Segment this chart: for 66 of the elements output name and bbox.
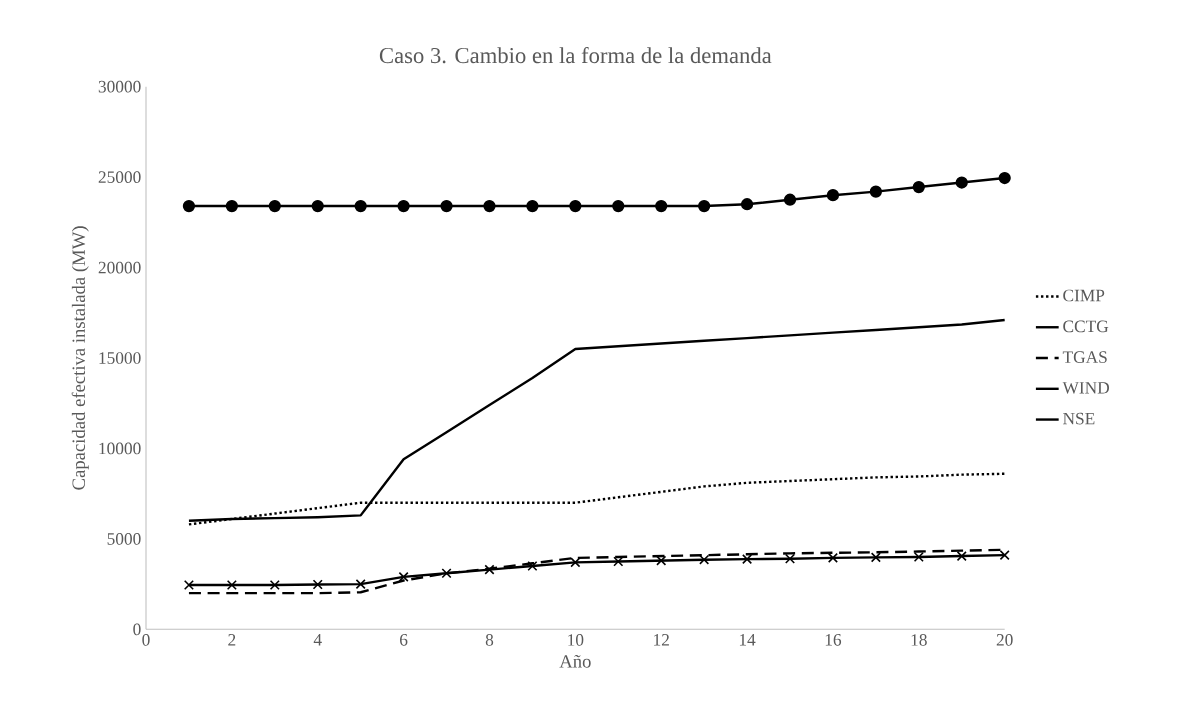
x-tick-label: 8 bbox=[485, 634, 494, 646]
point bbox=[226, 579, 237, 591]
y-tick-label: 15000 bbox=[99, 352, 141, 364]
y-tick-label: 10000 bbox=[99, 442, 141, 455]
x-tick-label: 0 bbox=[142, 634, 150, 646]
point bbox=[784, 553, 796, 564]
point bbox=[483, 199, 496, 213]
point bbox=[998, 171, 1011, 185]
point bbox=[355, 579, 366, 590]
y-axis-title: Capacidad efectiva instalada (MW) bbox=[71, 226, 89, 490]
point bbox=[397, 199, 410, 213]
y-tick-label: 5000 bbox=[107, 533, 141, 545]
point bbox=[354, 199, 367, 213]
x-tick-label: 14 bbox=[739, 634, 756, 646]
point bbox=[613, 556, 624, 567]
point bbox=[569, 199, 582, 213]
point bbox=[269, 579, 280, 591]
y-tick-label: 30000 bbox=[98, 80, 141, 93]
y-tick-label: 0 bbox=[133, 623, 141, 636]
point bbox=[225, 199, 238, 213]
point bbox=[398, 571, 409, 582]
y-tick-label: 20000 bbox=[98, 261, 141, 274]
point bbox=[742, 554, 753, 565]
point bbox=[826, 189, 840, 202]
point bbox=[441, 568, 452, 579]
point bbox=[656, 555, 667, 566]
x-tick-label: 18 bbox=[911, 634, 927, 646]
point bbox=[913, 551, 924, 563]
point bbox=[827, 552, 838, 563]
point bbox=[655, 199, 668, 213]
point bbox=[783, 193, 797, 206]
point bbox=[698, 199, 711, 213]
point bbox=[955, 176, 968, 189]
x-tick-label: 6 bbox=[400, 634, 408, 646]
point bbox=[484, 564, 495, 575]
point bbox=[870, 552, 881, 563]
point bbox=[956, 551, 967, 562]
x-tick-label: 20 bbox=[996, 634, 1013, 646]
point bbox=[570, 557, 581, 568]
legend-label: CIMP bbox=[1063, 289, 1105, 302]
point bbox=[912, 180, 925, 194]
point bbox=[182, 199, 196, 213]
point bbox=[311, 199, 324, 213]
x-tick-label: 2 bbox=[228, 634, 236, 646]
point bbox=[526, 199, 539, 213]
x-tick-label: 10 bbox=[568, 634, 584, 646]
chart-title: Caso 3. Cambio en la forma de la demanda bbox=[379, 47, 772, 64]
point bbox=[999, 550, 1010, 561]
x-axis-title: Año bbox=[559, 654, 591, 668]
point bbox=[312, 579, 323, 590]
point bbox=[612, 199, 625, 213]
legend-label: CCTG bbox=[1063, 320, 1109, 333]
legend-label: TGAS bbox=[1062, 351, 1107, 363]
point bbox=[440, 199, 453, 213]
x-tick-label: 4 bbox=[313, 634, 322, 646]
y-tick-label: 25000 bbox=[98, 171, 141, 183]
x-tick-label: 12 bbox=[654, 634, 669, 646]
point bbox=[183, 579, 194, 591]
point bbox=[699, 554, 710, 565]
point bbox=[869, 185, 883, 198]
legend-label: NSE bbox=[1063, 412, 1095, 425]
legend-label: WIND bbox=[1062, 382, 1109, 394]
point bbox=[740, 198, 754, 211]
point bbox=[268, 199, 281, 213]
x-tick-label: 16 bbox=[825, 634, 842, 646]
point bbox=[527, 560, 538, 572]
